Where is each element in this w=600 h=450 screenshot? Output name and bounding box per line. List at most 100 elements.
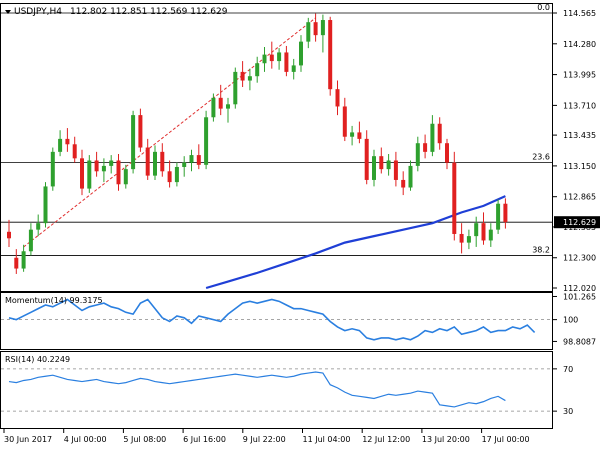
candle [94,151,99,177]
rsi-title: RSI(14) 40.2249 [5,355,70,364]
candle-body [372,156,376,180]
candle-body [379,156,384,170]
candle [58,130,63,157]
candle-body [488,229,493,241]
candle-body [313,22,318,36]
momentum-line [8,298,536,341]
candle [364,130,369,185]
candle [481,212,486,245]
candle [466,229,471,250]
momentum-layer: 101.265 100 98.8087 [1,292,596,346]
candle [335,80,340,116]
candle [299,35,303,72]
candle [372,149,376,187]
candle [437,117,442,150]
candle [21,244,26,272]
candle-body [393,160,398,180]
y-tick-label: 114.565 [563,9,596,18]
candle-body [80,158,84,189]
candle-body [204,117,209,165]
momentum-y-tick-label: 101.265 [563,292,596,301]
candle [43,182,48,228]
candle [233,67,238,109]
candle [160,143,165,177]
candle-body [94,160,99,172]
x-axis: 30 Jun 2017 4 Jul 00:00 5 Jul 08:00 6 Jul 1… [3,429,530,444]
candle [503,198,508,229]
candle [204,110,209,170]
y-tick-label: 112.300 [563,254,596,263]
trendline [23,17,316,248]
candle-body [496,203,501,230]
candle-body [87,160,92,189]
candle-body [423,143,428,152]
candle-body [247,76,252,81]
candle-body [101,165,106,172]
candle-body [291,65,296,72]
candle-body [474,223,479,237]
x-tick-label: 6 Jul 16:00 [183,435,226,444]
candle-body [342,106,347,137]
candle-body [299,41,303,66]
candle-body [174,166,179,183]
candle-body [50,151,55,187]
candle [145,138,150,180]
candle [138,108,143,152]
candle [101,158,106,183]
candle [247,68,252,91]
candle [488,223,493,247]
momentum-title: Momentum(14) 99.3175 [5,296,103,305]
y-tick-label: 113.995 [563,71,596,80]
x-tick-label: 17 Jul 00:00 [482,435,530,444]
candle [496,199,501,234]
candle-body [481,223,486,241]
candle-body [123,169,128,185]
candle [379,147,384,174]
candle-body [415,143,420,166]
y-tick-label: 113.150 [563,162,596,171]
candle [328,16,333,96]
collapse-triangle-icon[interactable] [5,10,11,14]
candle-body [7,231,11,239]
candle [174,162,179,187]
main-panel-frame [0,3,553,292]
momentum-panel-frame [0,292,553,350]
candle-body [21,251,26,269]
candle-body [138,115,143,148]
candle-body [233,71,238,105]
candle [123,164,128,189]
candle-body [72,144,77,159]
candle-body [430,123,435,152]
candle [182,156,187,177]
candle [320,14,325,53]
candle [342,97,347,142]
candle [167,160,172,188]
candle [459,223,464,254]
candle-body [14,257,19,269]
candle [226,97,230,123]
candle-body [350,132,355,137]
x-tick-label: 4 Jul 00:00 [64,435,107,444]
x-tick-label: 13 Jul 20:00 [422,435,470,444]
candle [28,223,33,256]
rsi-y-tick-label: 70 [563,365,573,374]
x-tick-label: 9 Jul 22:00 [243,435,286,444]
candle [408,160,413,191]
x-tick-label: 5 Jul 08:00 [123,435,166,444]
momentum-y-tick-label: 100 [563,316,578,325]
candle-body [386,160,391,170]
candle-body [277,52,282,62]
candle-body [189,155,194,163]
candle [72,136,77,163]
candle-body [160,151,165,172]
candle [50,147,55,191]
candle [284,45,289,77]
moving-average-line [205,195,506,290]
x-tick-label: 11 Jul 04:00 [303,435,351,444]
current-price-box [554,216,600,229]
candle [36,214,41,237]
rsi-panel-frame [0,351,553,429]
candle [255,56,260,83]
candle [350,125,355,146]
